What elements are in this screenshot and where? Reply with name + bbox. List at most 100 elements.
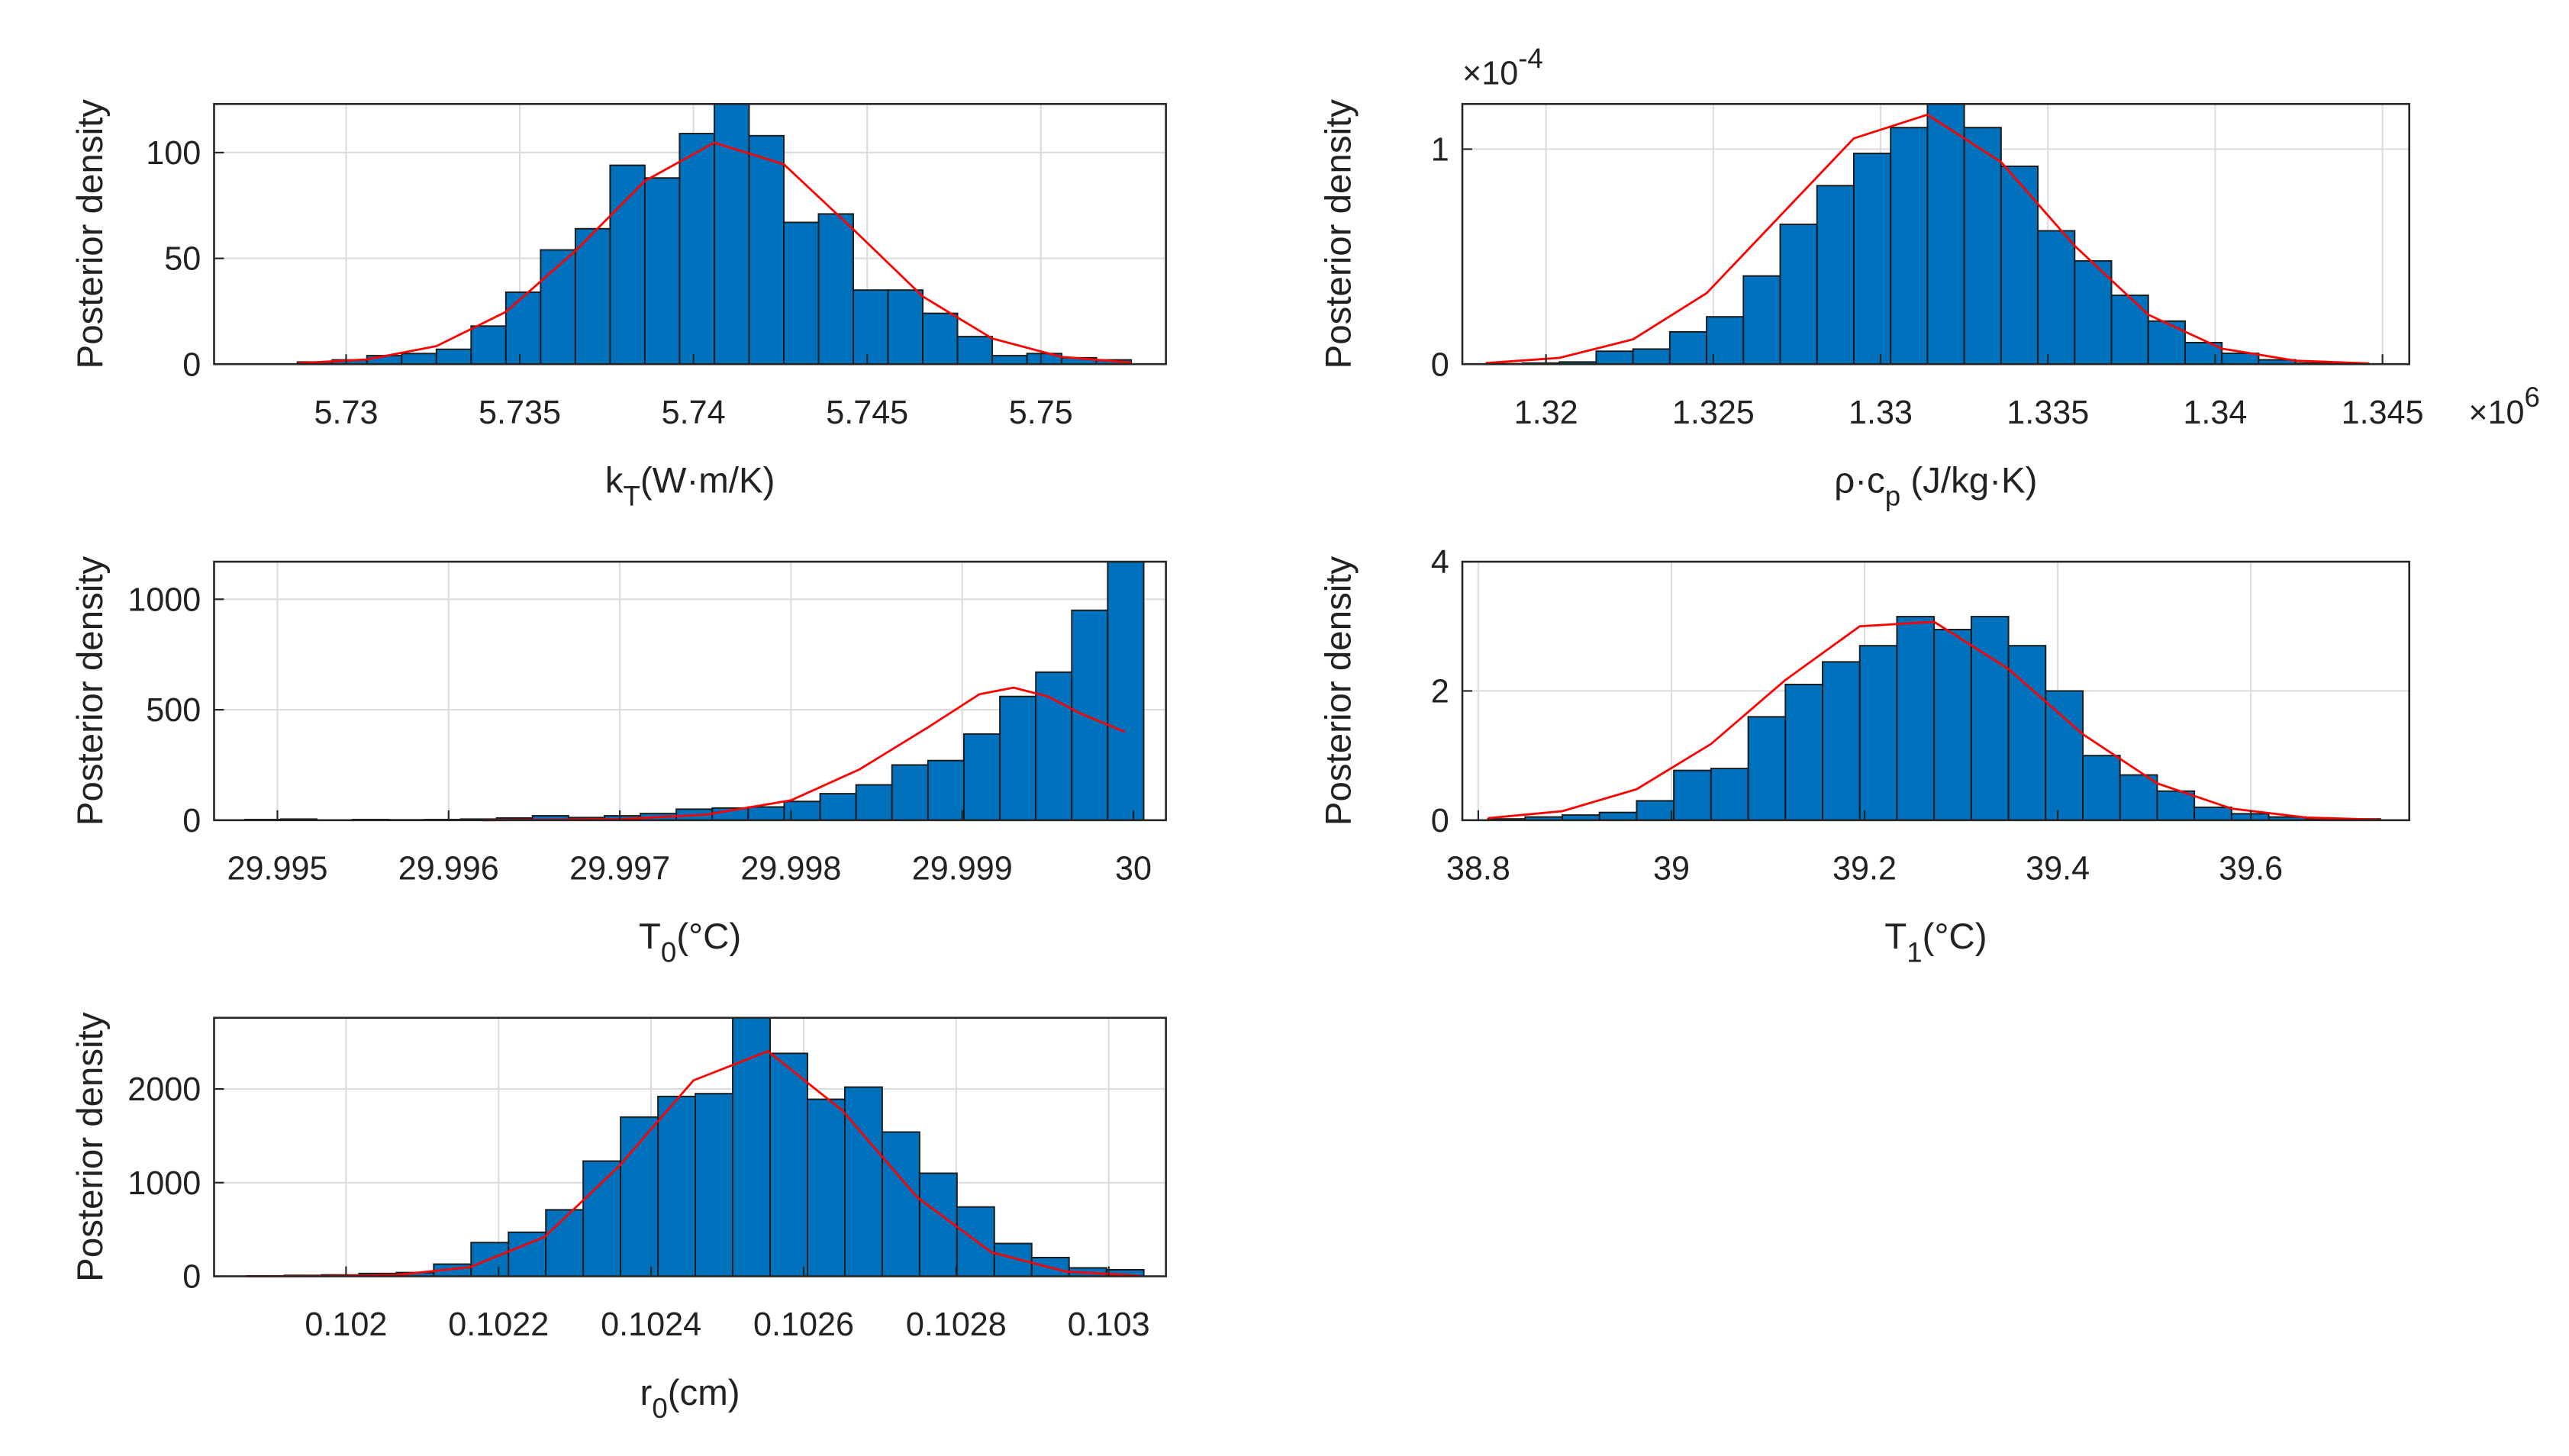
bar — [843, 1086, 883, 1277]
x-label-unit: (J/kg·K) — [1900, 460, 2037, 501]
y-tick-label: 50 — [164, 241, 201, 278]
x-tick-label: 29.998 — [740, 851, 841, 887]
bar — [956, 336, 994, 366]
x-label-unit: (°C) — [676, 916, 741, 957]
y-exponent: ×10-4 — [1462, 43, 1543, 92]
bar — [2007, 645, 2047, 821]
bar — [927, 759, 965, 821]
y-axis-label: Posterior density — [70, 1012, 111, 1282]
fit-curve — [1485, 113, 2370, 365]
bar — [609, 164, 646, 366]
bar — [991, 355, 1028, 366]
bar — [1858, 645, 1898, 821]
bar — [855, 784, 893, 821]
y-axis-label: Posterior density — [1318, 556, 1359, 826]
bar — [2193, 806, 2232, 821]
x-tick-label: 5.73 — [314, 395, 378, 431]
bar — [1970, 616, 2010, 821]
y-axis-label: Posterior density — [70, 556, 111, 826]
x-tick-label: 5.74 — [662, 395, 726, 431]
x-tick-label: 29.999 — [912, 851, 1013, 887]
bar — [2156, 790, 2196, 821]
x-label-sub: 0 — [661, 936, 676, 968]
y-tick-label: 0 — [182, 346, 201, 383]
x-tick-label: 39.2 — [1832, 851, 1897, 887]
bar — [922, 312, 959, 366]
bar — [748, 134, 785, 366]
x-axis-label: kT(W·m/K) — [605, 460, 775, 511]
subplot: 0.102 0.1022 0.1024 0.1026 0.1028 0.103 0 1000 2… — [70, 1012, 1167, 1424]
bar — [1779, 224, 1818, 366]
bar — [1706, 316, 1745, 366]
x-label-sub: p — [1885, 481, 1900, 512]
x-tick-label: 1.335 — [2007, 395, 2089, 431]
bar — [817, 213, 854, 366]
x-tick-label: 1.34 — [2183, 395, 2247, 431]
x-label-sub: 0 — [652, 1393, 667, 1424]
bar — [2110, 295, 2149, 366]
axes-box — [213, 560, 1167, 822]
bar — [999, 695, 1037, 821]
x-tick-label: 0.102 — [305, 1306, 387, 1343]
bar — [504, 291, 542, 366]
subplot: 5.73 5.735 5.74 5.745 5.75 0 50 100 Posterior de… — [70, 99, 1167, 512]
y-tick-label: 100 — [146, 135, 201, 172]
bar — [782, 221, 820, 366]
y-tick-label: 0 — [182, 1259, 201, 1296]
exponent-base: ×10 — [2468, 395, 2524, 431]
x-axis-label: r0(cm) — [640, 1373, 740, 1424]
x-tick-label: 29.997 — [569, 851, 670, 887]
exponent-power: 6 — [2525, 382, 2540, 413]
subplot: 29.995 29.996 29.997 29.998 29.999 30 0 500 1000… — [70, 556, 1167, 968]
bar — [2000, 165, 2039, 366]
x-label-base: ρ·c — [1834, 460, 1885, 501]
bar — [853, 289, 889, 366]
x-tick-label: 5.75 — [1009, 395, 1073, 431]
bar — [769, 1052, 808, 1277]
bar — [401, 353, 437, 366]
bar — [435, 348, 472, 366]
x-label-base: T — [1884, 916, 1907, 957]
x-tick-label: 0.1022 — [448, 1306, 549, 1343]
x-tick-label: 29.995 — [227, 851, 328, 887]
bar — [679, 133, 715, 366]
x-tick-label: 5.745 — [826, 395, 908, 431]
bar — [2074, 259, 2113, 366]
bar — [1963, 127, 2002, 366]
x-axis-label: T1(°C) — [1884, 916, 1987, 968]
y-tick-label: 4 — [1431, 544, 1449, 581]
x-label-base: r — [640, 1373, 653, 1413]
x-tick-label: 0.1024 — [601, 1306, 701, 1343]
bar — [962, 733, 1001, 821]
x-axis-label: ρ·cp (J/kg·K) — [1834, 460, 2037, 511]
x-label-unit: (°C) — [1923, 916, 1987, 957]
bar — [470, 325, 507, 366]
x-label-unit: (cm) — [668, 1373, 740, 1413]
exponent-base: ×10 — [1462, 55, 1518, 92]
bar — [574, 227, 611, 366]
x-tick-label: 0.1028 — [906, 1306, 1007, 1343]
bar — [1742, 275, 1781, 366]
x-label-sub: T — [623, 481, 640, 512]
bar — [2147, 320, 2186, 366]
x-tick-label: 30 — [1115, 851, 1152, 887]
bar — [2221, 353, 2260, 366]
bar — [1933, 629, 1972, 821]
x-tick-label: 39.6 — [2219, 851, 2283, 887]
x-tick-label: 0.1026 — [753, 1306, 854, 1343]
fit-curve — [247, 1049, 1140, 1277]
bar — [1710, 768, 1749, 821]
x-axis-label: T0(°C) — [639, 916, 741, 968]
y-tick-label: 1 — [1431, 132, 1449, 169]
bar — [1926, 103, 1965, 366]
bar — [806, 1098, 846, 1277]
bar — [783, 800, 821, 821]
bar — [1598, 811, 1638, 821]
x-tick-label: 1.345 — [2342, 395, 2424, 431]
bar — [2082, 755, 2121, 821]
y-tick-label: 0 — [1431, 346, 1449, 383]
bar — [1673, 769, 1712, 821]
bar — [993, 1242, 1033, 1277]
bar — [1890, 127, 1929, 366]
